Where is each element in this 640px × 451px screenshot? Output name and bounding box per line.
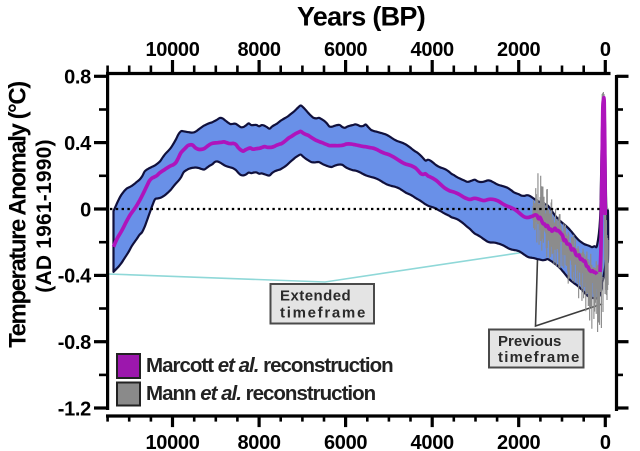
svg-text:4000: 4000 [411,39,454,61]
svg-text:8000: 8000 [237,39,280,61]
svg-text:2000: 2000 [497,39,540,61]
svg-text:2000: 2000 [497,432,540,451]
svg-text:10000: 10000 [145,39,199,61]
svg-text:0: 0 [600,432,611,451]
svg-text:Temperature Anomaly (°C): Temperature Anomaly (°C) [5,82,32,348]
svg-text:Mann et al. reconstruction: Mann et al. reconstruction [146,382,376,405]
svg-text:0.8: 0.8 [64,67,91,89]
svg-text:4000: 4000 [411,432,454,451]
svg-text:(AD 1961-1990): (AD 1961-1990) [33,139,56,292]
svg-text:-0.4: -0.4 [58,266,92,288]
svg-text:0: 0 [80,199,91,221]
svg-text:Previous: Previous [498,333,561,350]
svg-text:0.4: 0.4 [64,133,92,155]
svg-text:-1.2: -1.2 [58,398,91,420]
svg-text:timeframe: timeframe [280,305,367,322]
svg-text:-0.8: -0.8 [58,332,91,354]
svg-text:Marcott et al. reconstruction: Marcott et al. reconstruction [146,354,393,377]
svg-text:6000: 6000 [324,39,367,61]
svg-text:Years (BP): Years (BP) [297,2,425,32]
svg-text:Extended: Extended [280,288,351,305]
svg-text:0: 0 [600,39,611,61]
svg-text:10000: 10000 [145,432,199,451]
svg-text:6000: 6000 [324,432,367,451]
svg-text:8000: 8000 [237,432,280,451]
svg-text:timeframe: timeframe [498,349,581,366]
